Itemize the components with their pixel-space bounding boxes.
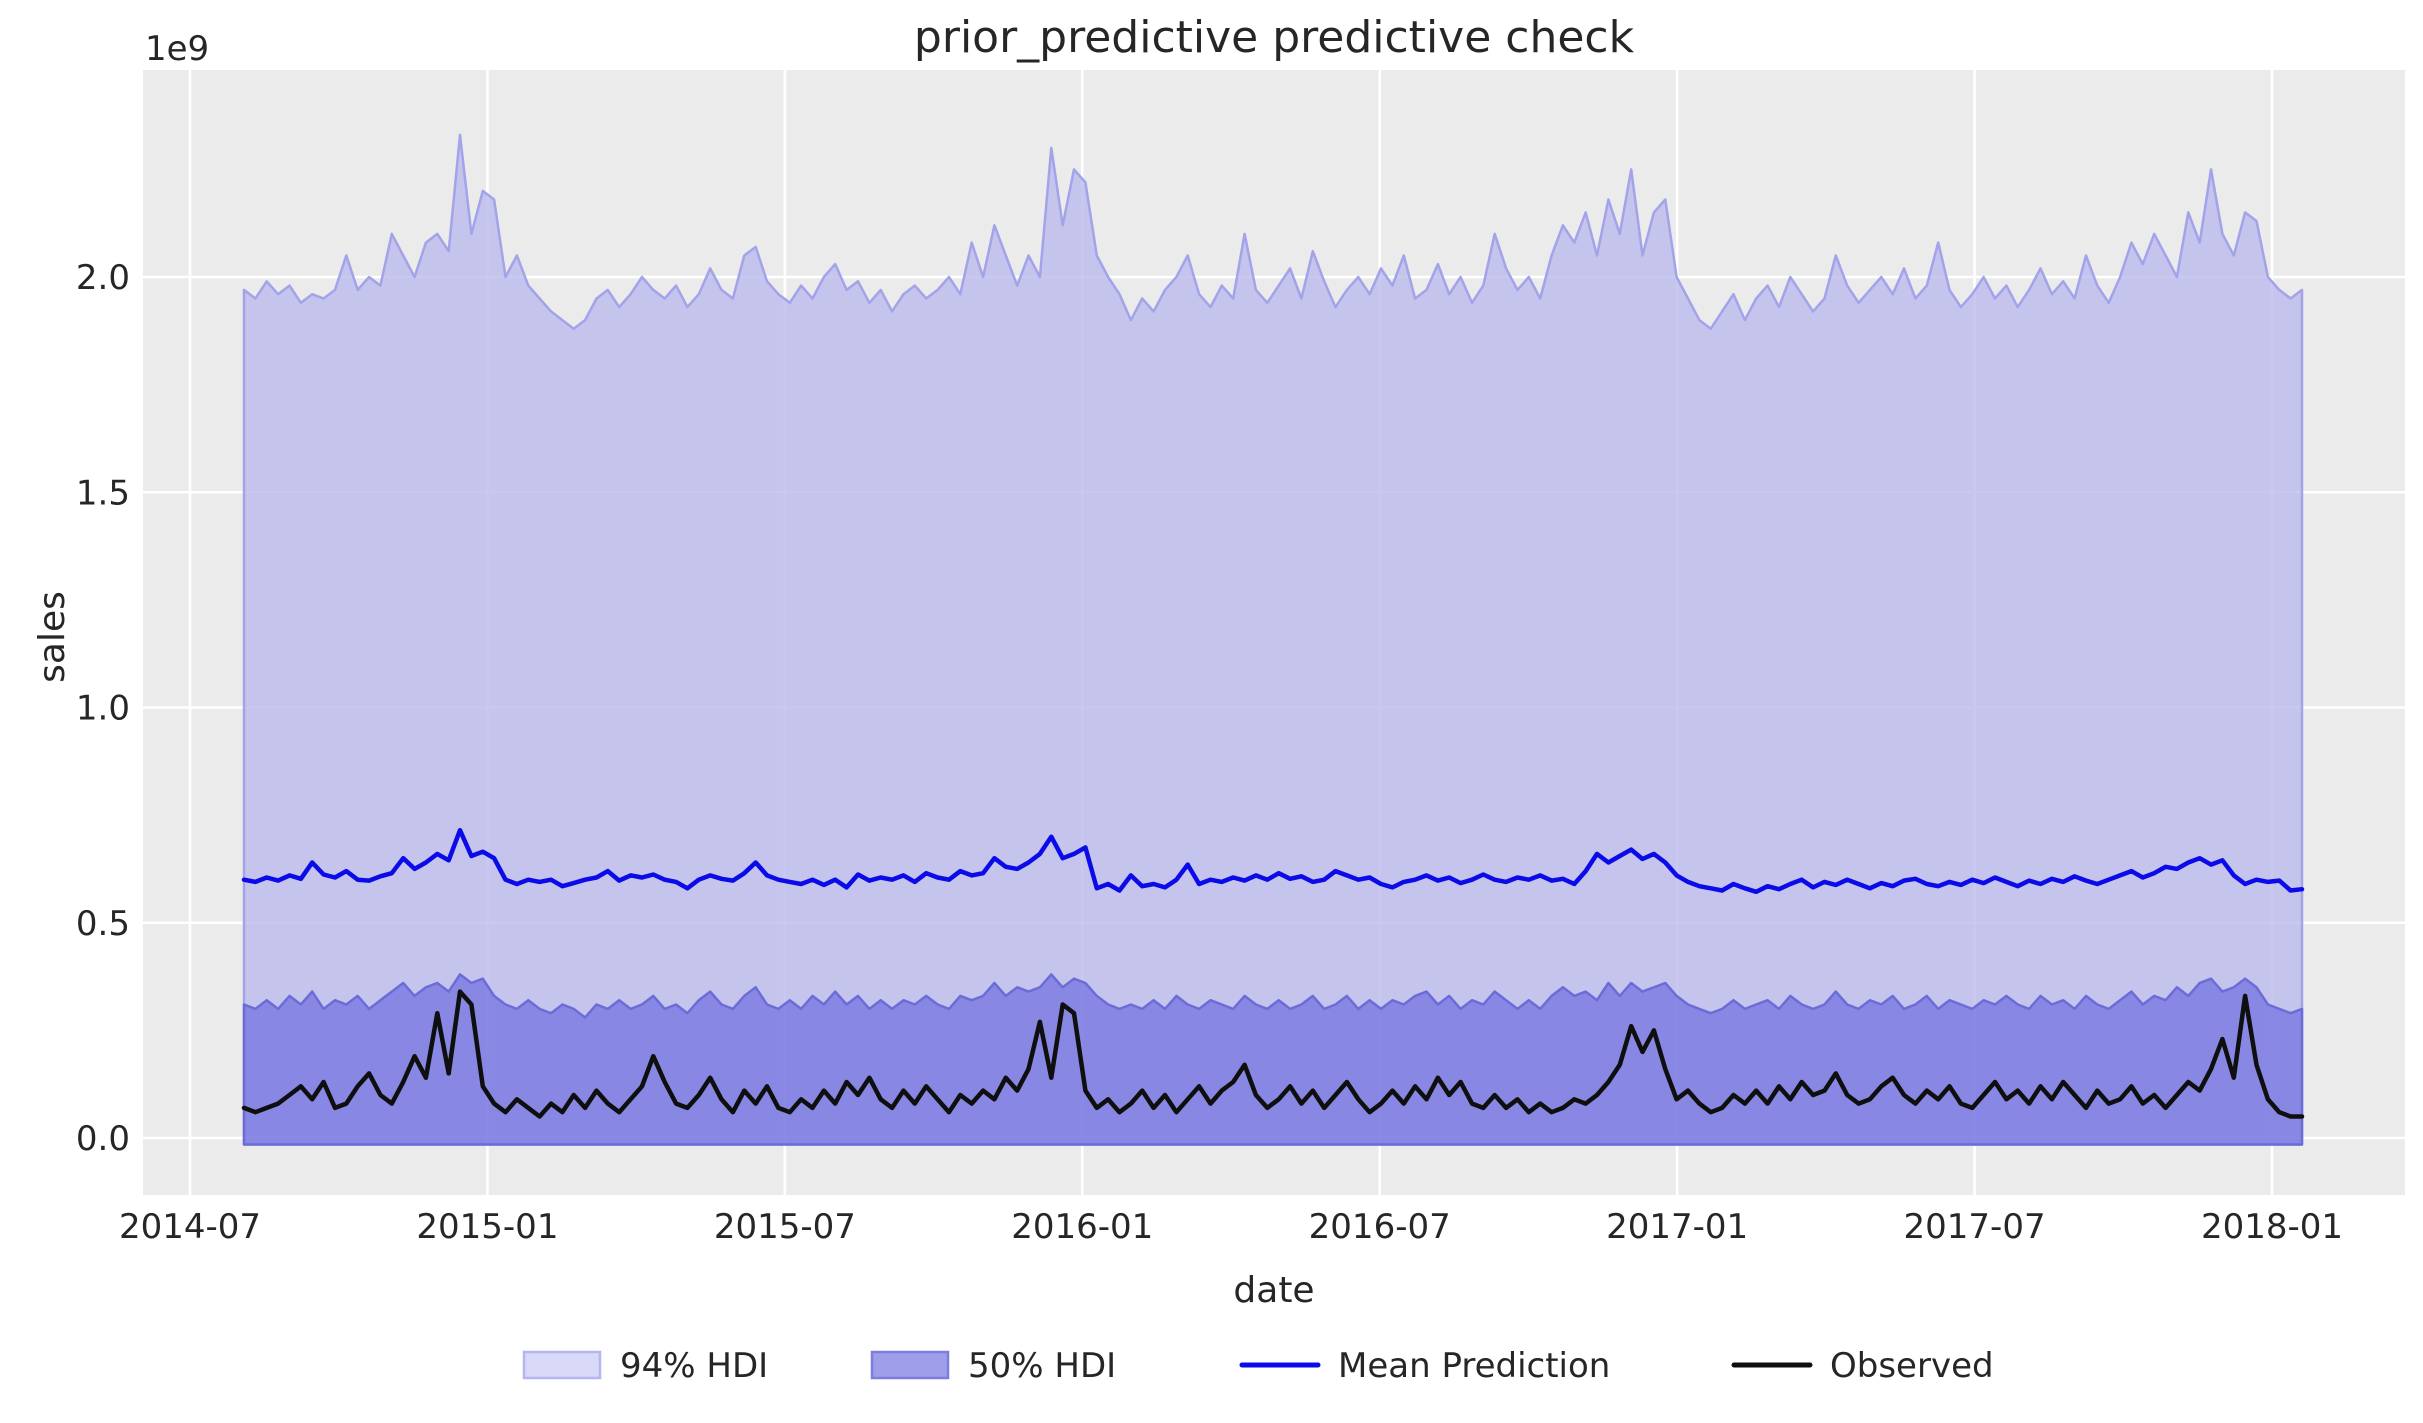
mean-prediction-line [241, 827, 2305, 895]
x-tick-label: 2017-07 [1904, 1207, 2046, 1247]
y-axis-label: sales [32, 591, 73, 683]
legend-swatch [870, 1350, 950, 1380]
legend-label: Observed [1830, 1346, 1994, 1386]
observed-line [241, 989, 2305, 1119]
x-tick-label: 2016-07 [1309, 1207, 1451, 1247]
x-tick-label: 2015-01 [416, 1207, 558, 1247]
legend: 94% HDI 50% HDI Mean Prediction Observed [522, 1346, 1994, 1386]
x-tick-label: 2016-01 [1011, 1207, 1153, 1247]
legend-label: 94% HDI [620, 1346, 768, 1386]
legend-label: 50% HDI [968, 1346, 1116, 1386]
x-tick-label: 2015-07 [714, 1207, 856, 1247]
data-lines [241, 827, 2305, 1119]
y-axis-offset-label: 1e9 [145, 29, 209, 69]
y-tick-label: 0.0 [76, 1119, 130, 1159]
x-tick-label: 2014-07 [119, 1207, 261, 1247]
y-tick-label: 2.0 [76, 258, 130, 298]
y-tick-labels: 0.0 0.5 1.0 1.5 2.0 [76, 258, 130, 1159]
hdi-94-band [242, 133, 2304, 1146]
legend-item: 94% HDI [522, 1346, 768, 1386]
legend-label: Mean Prediction [1338, 1346, 1610, 1386]
legend-item: 50% HDI [870, 1346, 1116, 1386]
y-tick-label: 0.5 [76, 904, 130, 944]
x-axis-label: date [1233, 1270, 1314, 1311]
x-tick-label: 2017-01 [1606, 1207, 1748, 1247]
chart-title: prior_predictive predictive check [914, 12, 1635, 63]
x-tick-label: 2018-01 [2201, 1207, 2343, 1247]
legend-item: Mean Prediction [1239, 1346, 1610, 1386]
y-tick-label: 1.0 [76, 689, 130, 729]
y-tick-label: 1.5 [76, 473, 130, 513]
x-tick-labels: 2014-07 2015-01 2015-07 2016-01 2016-07 2017-… [119, 1207, 2343, 1247]
legend-swatch [522, 1350, 602, 1380]
legend-item: Observed [1731, 1346, 1994, 1386]
